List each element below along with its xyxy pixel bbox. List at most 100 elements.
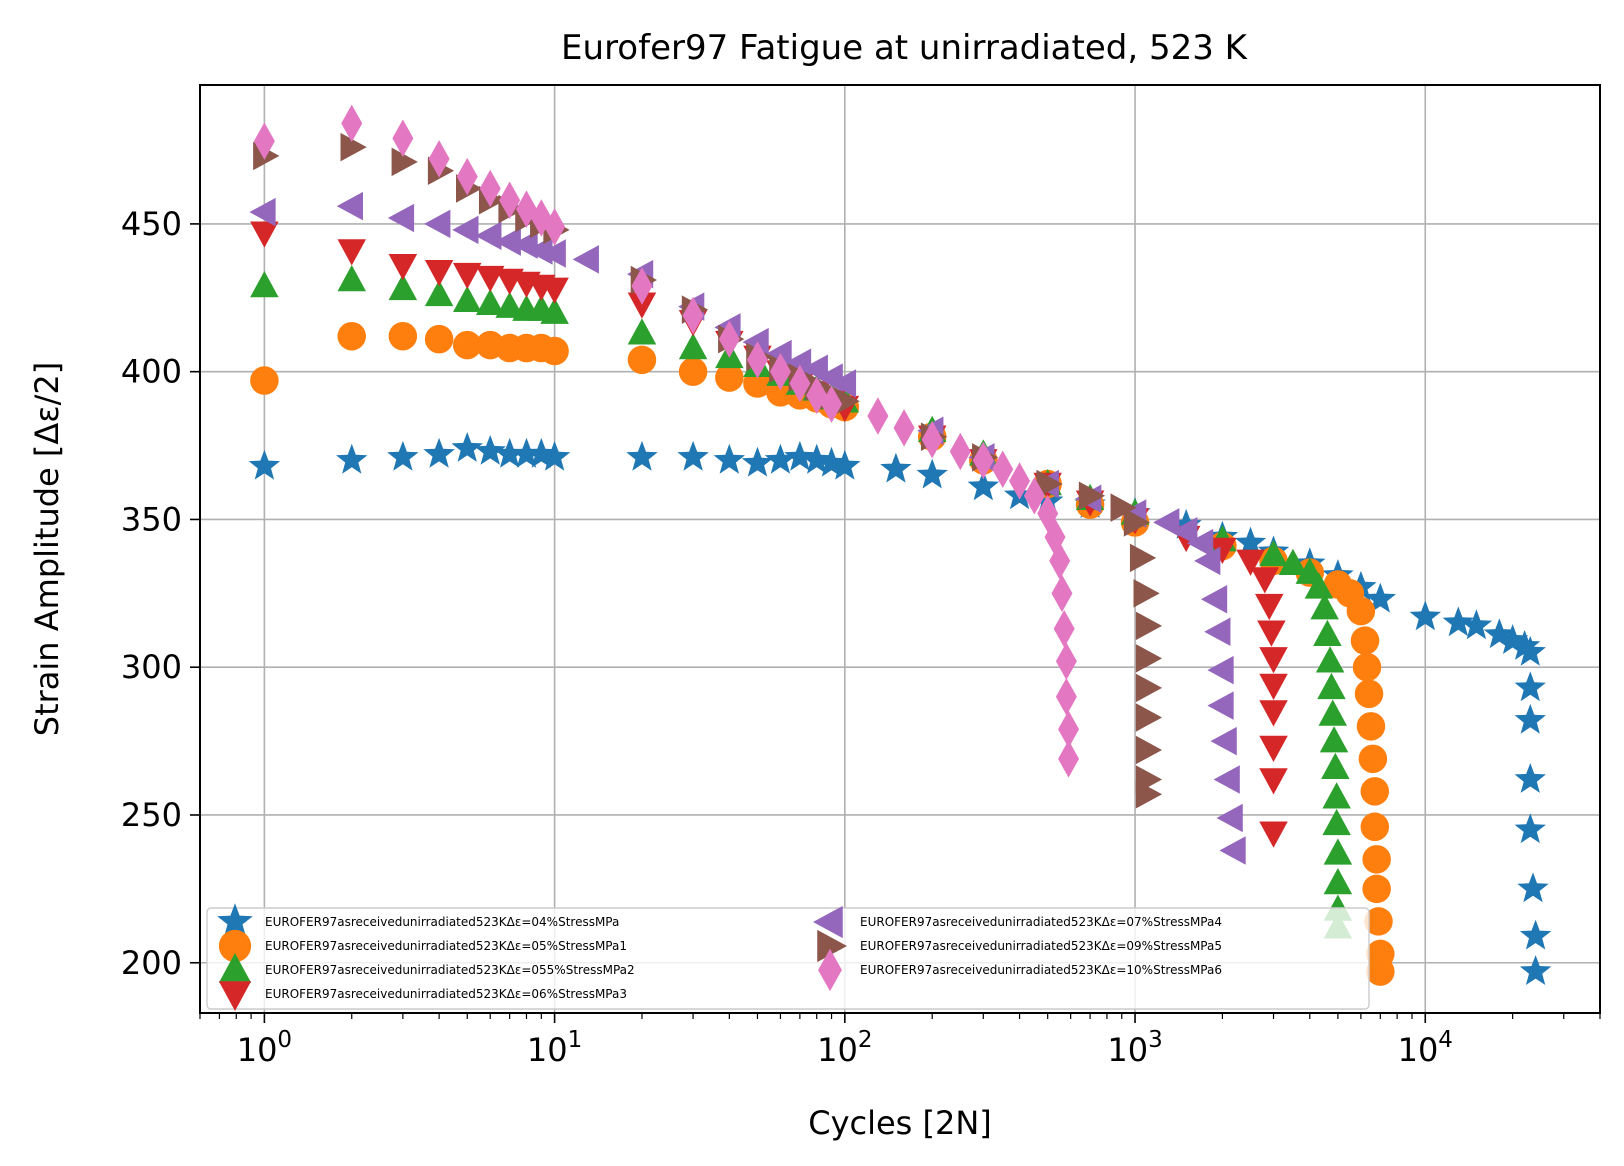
data-point	[1250, 567, 1280, 594]
data-point	[1346, 596, 1376, 626]
data-point	[1135, 703, 1163, 732]
legend-marker	[218, 953, 252, 983]
x-tick-label: 103	[1107, 1027, 1162, 1069]
data-point	[1519, 955, 1552, 985]
data-point	[682, 296, 704, 335]
data-point	[1216, 803, 1243, 833]
data-point	[718, 320, 740, 358]
data-point	[475, 221, 502, 250]
legend-marker	[818, 948, 842, 992]
data-point	[821, 385, 843, 423]
data-point	[1078, 481, 1106, 511]
data-point	[1483, 618, 1515, 649]
data-point	[678, 333, 708, 360]
data-point	[1514, 671, 1546, 702]
x-tick-label: 100	[237, 1027, 292, 1069]
data-point	[424, 324, 454, 354]
data-point	[1360, 812, 1390, 842]
data-point	[1135, 780, 1163, 809]
data-point	[916, 458, 948, 489]
data-point	[1352, 652, 1382, 682]
legend-marker	[218, 981, 252, 1011]
chart-title: Eurofer97 Fatigue at unirradiated, 523 K	[561, 28, 1249, 68]
data-point	[1366, 957, 1395, 986]
data-point	[789, 364, 811, 403]
data-point	[424, 279, 454, 307]
data-point	[474, 435, 506, 465]
data-point	[1257, 620, 1286, 647]
data-point	[1259, 768, 1288, 795]
x-tick-label: 104	[1398, 1027, 1453, 1069]
x-axis-label: Cycles [2N]	[808, 1104, 992, 1142]
y-tick-label: 300	[121, 648, 182, 686]
data-point	[1171, 517, 1198, 546]
data-point	[1496, 624, 1529, 654]
data-point	[1322, 782, 1351, 809]
data-point	[1207, 691, 1234, 720]
data-point	[715, 363, 744, 392]
data-point	[539, 239, 566, 268]
data-point	[452, 262, 482, 290]
data-point	[336, 443, 368, 474]
data-point	[1135, 735, 1163, 765]
data-point	[1313, 619, 1342, 646]
data-point	[1259, 673, 1288, 700]
data-point	[1514, 813, 1546, 844]
data-point	[1350, 626, 1380, 655]
data-point	[387, 440, 419, 471]
data-point	[1234, 526, 1267, 557]
data-point	[1278, 548, 1308, 576]
data-point	[475, 288, 505, 315]
data-point	[1051, 574, 1073, 613]
data-point	[424, 259, 454, 287]
data-point	[678, 357, 708, 386]
data-point	[451, 432, 483, 462]
data-point	[1133, 579, 1160, 608]
data-point	[1517, 872, 1549, 903]
data-point	[388, 254, 418, 281]
data-point	[499, 181, 521, 220]
axes-frame	[199, 84, 1601, 1014]
data-point	[1036, 469, 1063, 499]
data-point	[1058, 740, 1080, 778]
legend-label: EUROFER97asreceivedunirradiated523KΔε=10…	[860, 963, 1222, 977]
data-point	[677, 440, 709, 471]
data-point	[544, 208, 566, 246]
data-point	[428, 140, 450, 178]
data-point	[1514, 763, 1546, 793]
data-point	[867, 397, 889, 435]
data-point	[250, 221, 279, 248]
data-point	[626, 440, 658, 471]
data-point	[1210, 726, 1237, 756]
data-point	[1194, 546, 1221, 576]
y-tick-label: 200	[121, 944, 182, 982]
data-point	[540, 277, 569, 304]
x-tick-label: 102	[817, 1027, 872, 1069]
data-point	[1509, 630, 1541, 660]
data-point	[452, 215, 479, 245]
data-point	[1315, 646, 1345, 673]
data-point	[391, 147, 418, 177]
data-point	[1055, 678, 1077, 716]
legend-label: EUROFER97asreceivedunirradiated523KΔε=07…	[860, 915, 1222, 929]
data-point	[572, 245, 599, 274]
data-point	[1055, 642, 1077, 681]
data-point	[1058, 710, 1080, 749]
data-point	[880, 452, 912, 483]
data-point	[1259, 735, 1288, 763]
data-point	[1310, 593, 1339, 620]
data-point	[538, 440, 571, 471]
data-point	[1153, 508, 1180, 537]
data-point	[494, 437, 526, 468]
data-point	[1053, 610, 1075, 648]
data-point	[765, 339, 792, 369]
data-point	[540, 336, 569, 366]
legend-marker	[817, 929, 847, 963]
data-point	[475, 265, 505, 293]
data-point	[392, 119, 414, 157]
data-point	[1323, 838, 1353, 865]
data-point	[1364, 907, 1393, 936]
data-point	[829, 449, 861, 480]
data-point	[340, 132, 367, 162]
legend-marker	[218, 929, 252, 963]
